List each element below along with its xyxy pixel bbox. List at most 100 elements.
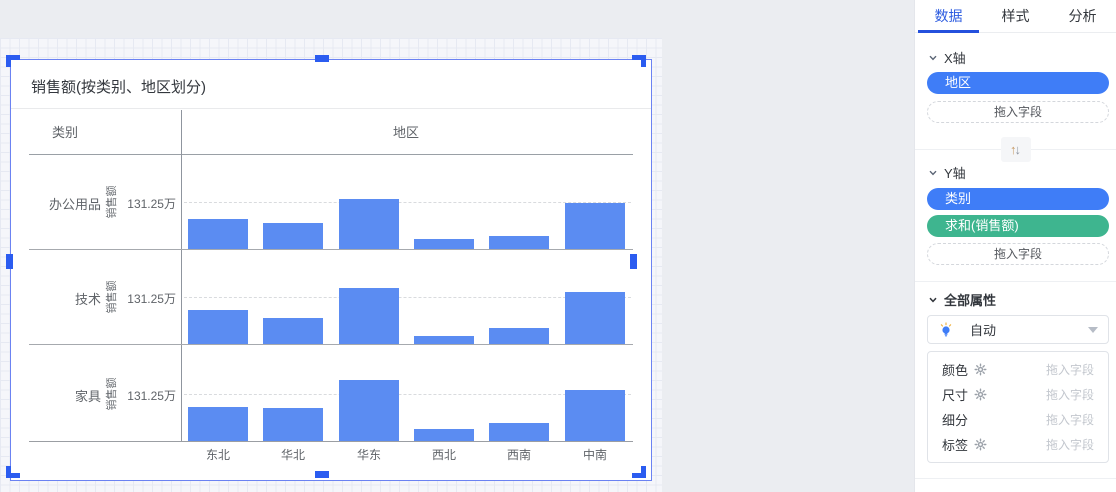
value-axis-tick: 131.25万 bbox=[127, 389, 176, 403]
attribute-row-尺寸: 尺寸 拖入字段 bbox=[928, 382, 1108, 407]
attribute-row-标签: 标签 拖入字段 bbox=[928, 432, 1108, 457]
row-category-label: 家具 bbox=[74, 389, 101, 404]
gridline-dashed bbox=[184, 297, 631, 298]
bar-技术-东北[interactable] bbox=[188, 310, 248, 344]
x-axis-section-label: X轴 bbox=[944, 51, 966, 66]
gridline-dashed bbox=[184, 202, 631, 203]
gear-icon[interactable] bbox=[974, 388, 987, 401]
attribute-label: 尺寸 bbox=[942, 388, 969, 403]
bar-办公用品-西南[interactable] bbox=[489, 236, 549, 249]
chevron-down-icon bbox=[928, 53, 938, 63]
all-properties-label: 全部属性 bbox=[944, 293, 997, 308]
chart-widget-card[interactable]: 销售额(按类别、地区划分) 类别 地区 办公用品 销售额 131.25万 技术 销售额 1… bbox=[10, 59, 652, 481]
vertical-axis-line bbox=[181, 110, 182, 441]
x-axis-category-label: 华北 bbox=[280, 448, 305, 462]
bar-家具-西南[interactable] bbox=[489, 423, 549, 441]
bar-家具-中南[interactable] bbox=[565, 390, 625, 441]
all-properties-section-header[interactable]: 全部属性 bbox=[928, 290, 996, 309]
chart-mode-dropdown[interactable]: 自动 bbox=[927, 315, 1109, 344]
bar-办公用品-华北[interactable] bbox=[263, 223, 323, 249]
attribute-row-颜色: 颜色 拖入字段 bbox=[928, 357, 1108, 382]
bar-技术-西南[interactable] bbox=[489, 328, 549, 344]
panel-tabs: 数据 样式 分析 bbox=[915, 0, 1116, 33]
bar-办公用品-中南[interactable] bbox=[565, 203, 625, 249]
bar-技术-华北[interactable] bbox=[263, 318, 323, 344]
chevron-down-icon bbox=[928, 168, 938, 178]
swap-axes-button[interactable]: ↑ ↓ bbox=[1000, 137, 1031, 162]
arrow-up-icon: ↑ bbox=[1010, 142, 1017, 157]
bar-技术-中南[interactable] bbox=[565, 292, 625, 344]
attribute-mapping-box: 颜色 拖入字段 尺寸 拖入字段 细分 拖入字段 标签 拖入字段 bbox=[927, 351, 1109, 463]
tab-data[interactable]: 数据 bbox=[915, 0, 982, 33]
bar-办公用品-华东[interactable] bbox=[339, 199, 399, 249]
value-axis-label: 销售额 bbox=[106, 377, 118, 411]
field-pill-sum-sales[interactable]: 求和(销售额) bbox=[927, 215, 1109, 237]
bar-家具-西北[interactable] bbox=[414, 429, 474, 441]
bar-家具-华东[interactable] bbox=[339, 380, 399, 441]
config-panel: 数据 样式 分析 X轴 地区 拖入字段 ↑ ↓ Y轴 类别 求和(销售额) 拖入… bbox=[914, 0, 1116, 492]
selection-handle-left[interactable] bbox=[6, 254, 13, 269]
y-axis-drop-zone[interactable]: 拖入字段 bbox=[927, 243, 1109, 265]
selection-handle-top-right[interactable] bbox=[632, 55, 646, 67]
tab-analysis[interactable]: 分析 bbox=[1068, 8, 1097, 24]
arrow-down-icon: ↓ bbox=[1014, 142, 1022, 157]
x-axis-category-label: 西南 bbox=[506, 448, 531, 462]
row-separator-line bbox=[29, 344, 633, 345]
selection-handle-bottom[interactable] bbox=[315, 471, 329, 478]
chart-title: 销售额(按类别、地区划分) bbox=[31, 79, 206, 96]
bar-办公用品-西北[interactable] bbox=[414, 239, 474, 249]
selection-handle-bottom-right[interactable] bbox=[632, 466, 646, 478]
column-dimension-header: 地区 bbox=[392, 125, 419, 140]
row-category-label: 办公用品 bbox=[48, 197, 101, 212]
row-dimension-header: 类别 bbox=[51, 125, 78, 140]
x-axis-line bbox=[29, 441, 633, 442]
chevron-down-icon bbox=[928, 295, 938, 305]
title-divider bbox=[11, 108, 651, 109]
chart-mode-value: 自动 bbox=[970, 323, 997, 338]
gridline-dashed bbox=[184, 394, 631, 395]
x-axis-category-label: 华东 bbox=[356, 448, 381, 462]
row-separator-line bbox=[29, 249, 633, 250]
x-axis-category-label: 中南 bbox=[582, 448, 607, 462]
x-axis-category-label: 西北 bbox=[431, 448, 456, 462]
row-category-label: 技术 bbox=[74, 292, 101, 307]
value-axis-label: 销售额 bbox=[106, 185, 118, 219]
bottom-divider bbox=[915, 478, 1116, 479]
field-pill-category[interactable]: 类别 bbox=[927, 188, 1109, 210]
attribute-drop-zone[interactable]: 拖入字段 bbox=[1045, 388, 1094, 402]
gear-icon[interactable] bbox=[974, 438, 987, 451]
value-axis-label: 销售额 bbox=[106, 280, 118, 314]
attribute-label: 标签 bbox=[942, 438, 969, 453]
attribute-drop-zone[interactable]: 拖入字段 bbox=[1045, 363, 1094, 377]
attribute-label: 细分 bbox=[942, 413, 969, 428]
dashboard-canvas: 销售额(按类别、地区划分) 类别 地区 办公用品 销售额 131.25万 技术 销售额 1… bbox=[0, 0, 914, 492]
attribute-drop-zone[interactable]: 拖入字段 bbox=[1045, 438, 1094, 452]
attribute-row-细分: 细分 拖入字段 bbox=[928, 407, 1108, 432]
tab-style[interactable]: 样式 bbox=[1001, 8, 1030, 24]
y-axis-section-label: Y轴 bbox=[944, 166, 966, 181]
bar-技术-西北[interactable] bbox=[414, 336, 474, 344]
selection-handle-bottom-left[interactable] bbox=[6, 466, 20, 478]
bar-技术-华东[interactable] bbox=[339, 288, 399, 344]
lightbulb-icon bbox=[938, 321, 954, 338]
bar-家具-华北[interactable] bbox=[263, 408, 323, 441]
selection-handle-top-left[interactable] bbox=[6, 55, 20, 67]
attribute-drop-zone[interactable]: 拖入字段 bbox=[1045, 413, 1094, 427]
caret-down-icon bbox=[1088, 326, 1098, 333]
x-axis-drop-zone[interactable]: 拖入字段 bbox=[927, 101, 1109, 123]
value-axis-tick: 131.25万 bbox=[127, 292, 176, 306]
x-axis-section-header[interactable]: X轴 bbox=[928, 48, 966, 67]
header-underline bbox=[29, 154, 633, 155]
selection-handle-right[interactable] bbox=[630, 254, 637, 269]
attribute-label: 颜色 bbox=[942, 363, 969, 378]
value-axis-tick: 131.25万 bbox=[127, 197, 176, 211]
x-axis-category-label: 东北 bbox=[205, 448, 230, 462]
bar-办公用品-东北[interactable] bbox=[188, 219, 248, 249]
field-pill-region[interactable]: 地区 bbox=[927, 72, 1109, 94]
gear-icon[interactable] bbox=[974, 363, 987, 376]
y-axis-section-header[interactable]: Y轴 bbox=[928, 163, 966, 182]
selection-handle-top[interactable] bbox=[315, 55, 329, 62]
bar-家具-东北[interactable] bbox=[188, 407, 248, 441]
section-divider bbox=[915, 281, 1116, 282]
